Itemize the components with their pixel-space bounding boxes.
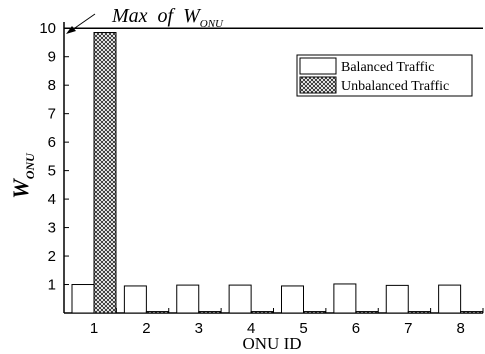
y-tick-label: 2 — [48, 248, 56, 265]
y-tick-label: 4 — [48, 191, 56, 208]
legend: Balanced Traffic Unbalanced Traffic — [296, 54, 473, 97]
x-tick-label: 3 — [195, 320, 203, 337]
y-tick-label: 7 — [48, 106, 56, 123]
annotation-arrow-shaft — [71, 13, 96, 31]
x-tick-label: 2 — [142, 320, 150, 337]
legend-swatch-unbalanced — [299, 76, 337, 94]
bar-balanced-1 — [71, 284, 95, 314]
annotation-text: Max of WONU — [111, 5, 224, 30]
legend-swatch-balanced — [299, 57, 337, 75]
bar-unbalanced-3 — [198, 311, 222, 314]
bar-unbalanced-7 — [407, 311, 431, 314]
bar-unbalanced-4 — [250, 311, 274, 314]
y-tick-label: 9 — [48, 49, 56, 66]
x-tick-label: 6 — [352, 320, 360, 337]
x-tick-label: 8 — [456, 320, 464, 337]
y-axis-label-sub: ONU — [23, 152, 37, 179]
y-tick-label: 6 — [48, 134, 56, 151]
y-tick-label: 10 — [39, 20, 56, 37]
x-tick-label: 5 — [299, 320, 307, 337]
max-annotation: Max of WONU — [66, 5, 224, 34]
bar-balanced-8 — [438, 284, 462, 314]
annotation-text-main: Max of W — [111, 5, 202, 27]
bar-unbalanced-5 — [303, 311, 326, 314]
bar-balanced-7 — [385, 284, 409, 314]
legend-label-balanced: Balanced Traffic — [341, 60, 434, 75]
annotation-arrowhead — [66, 26, 76, 34]
x-tick-label: 7 — [404, 320, 412, 337]
x-tick-label: 4 — [247, 320, 255, 337]
y-axis-label-main: W — [8, 178, 33, 199]
bar-balanced-3 — [176, 284, 200, 314]
annotation-text-sub: ONU — [200, 18, 224, 30]
bar-unbalanced-2 — [145, 311, 169, 314]
bar-unbalanced-1 — [93, 32, 117, 314]
y-tick-label: 3 — [48, 220, 56, 237]
y-tick-label: 8 — [48, 77, 56, 94]
bar-unbalanced-8 — [460, 311, 484, 314]
y-tick-label: 5 — [48, 163, 56, 180]
y-tick-label: 1 — [48, 277, 56, 294]
bars — [71, 32, 484, 314]
legend-label-unbalanced: Unbalanced Traffic — [341, 79, 449, 94]
bar-unbalanced-6 — [355, 311, 379, 314]
x-ticks: 1 2 3 4 5 6 7 8 — [90, 308, 484, 337]
bar-balanced-4 — [228, 284, 252, 314]
y-ticks: 1 2 3 4 5 6 7 8 9 10 — [39, 20, 69, 294]
x-axis-label: ONU ID — [242, 334, 301, 353]
bar-balanced-6 — [333, 283, 357, 314]
y-axis-label: WONU — [8, 152, 37, 199]
x-tick-label: 1 — [90, 320, 98, 337]
bar-balanced-5 — [281, 285, 304, 314]
bar-balanced-2 — [123, 285, 147, 314]
